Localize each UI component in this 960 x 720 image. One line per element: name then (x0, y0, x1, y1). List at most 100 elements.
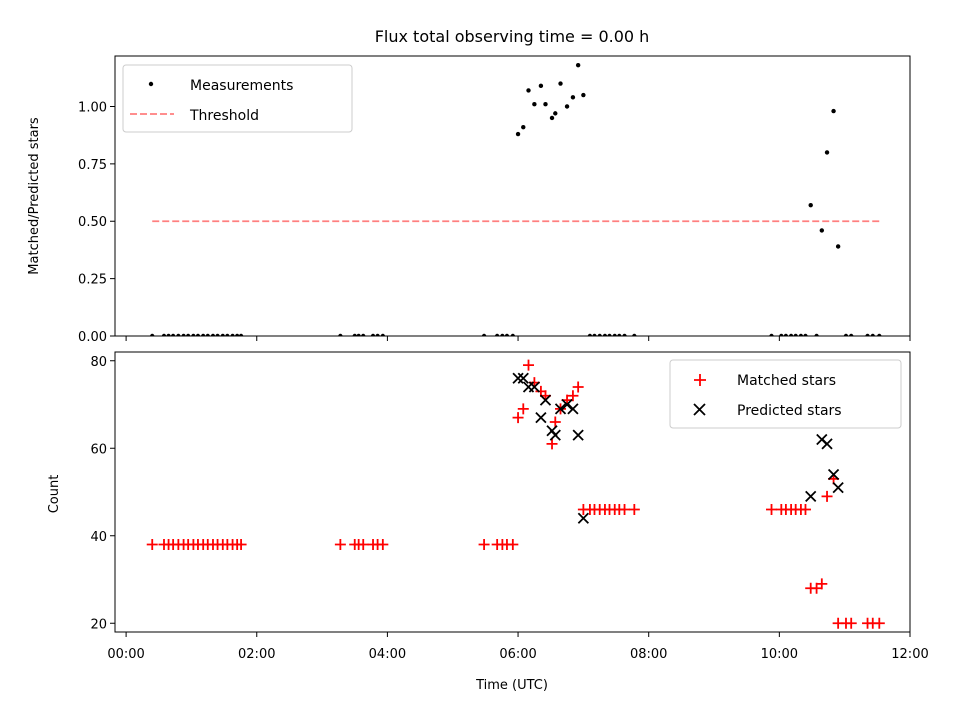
predicted-star-point (512, 372, 524, 384)
matched-star-point (799, 504, 811, 515)
count-plot-marks (146, 359, 885, 629)
measurement-point (870, 333, 875, 336)
measurement-point (783, 333, 789, 336)
measurement-point (230, 333, 235, 336)
predicted-star-point (549, 429, 561, 441)
measurement-point (538, 83, 544, 89)
measurement-point (814, 333, 819, 336)
y-tick-label: 60 (90, 442, 107, 457)
measurement-point (521, 124, 526, 130)
measurement-point (161, 333, 167, 336)
y-tick-label: 20 (90, 617, 107, 632)
measurement-point (504, 333, 510, 336)
matched-star-point (567, 390, 579, 402)
measurement-point (803, 333, 808, 336)
x-tick-label: 06:00 (499, 647, 536, 662)
matched-star-point (523, 359, 535, 371)
measurement-point (602, 333, 608, 336)
measurement-point (510, 333, 516, 336)
measurement-point (532, 101, 537, 107)
matched-star-point (766, 504, 778, 515)
predicted-star-point (517, 372, 529, 384)
measurement-point (195, 333, 201, 336)
measurement-point (831, 108, 836, 114)
measurement-point (338, 333, 343, 336)
measurement-point (191, 333, 196, 336)
ratio-legend-box (122, 64, 353, 133)
matched-stars-legend-label: Matched stars (737, 373, 836, 389)
measurement-point (210, 333, 216, 336)
matched-star-point (517, 403, 529, 415)
measurements-legend-marker (148, 81, 154, 87)
matched-star-point (619, 504, 631, 515)
matched-star-point (816, 578, 828, 590)
measurement-point (819, 228, 825, 233)
measurement-point (793, 333, 798, 336)
measurement-point (808, 202, 813, 208)
measurement-point (788, 333, 794, 336)
measurement-point (205, 333, 210, 336)
measurement-point (824, 150, 830, 155)
matched-star-point (873, 617, 885, 629)
x-tick-label: 02:00 (238, 647, 275, 662)
measurement-point (166, 333, 171, 336)
matched-star-point (478, 539, 490, 550)
predicted-stars-legend-label: Predicted stars (737, 403, 842, 419)
y-tick-label: 0.75 (78, 158, 107, 173)
matched-star-point (357, 539, 369, 550)
measurement-point (549, 115, 555, 121)
matched-star-point (628, 504, 640, 515)
measurement-point (526, 88, 531, 93)
measurement-point (238, 333, 244, 336)
measurement-point (607, 333, 612, 336)
count-plot-frame (114, 351, 911, 633)
matched-star-point (549, 416, 561, 428)
y-tick-label: 0.50 (78, 215, 107, 230)
measurement-point (612, 333, 617, 336)
predicted-star-point (561, 398, 573, 411)
count-legend-box (669, 359, 902, 429)
measurement-point (515, 131, 521, 137)
predicted-star-point (805, 490, 817, 503)
measurement-point (220, 333, 225, 336)
predicted-star-point (821, 438, 833, 450)
measurement-point (622, 333, 627, 336)
count-panel: Count Time (UTC) 20 40 60 80 00:00 02:00 04:00… (47, 351, 929, 693)
y-axis-label-count: Count (47, 475, 62, 514)
measurement-point (877, 333, 882, 336)
measurement-point (150, 333, 155, 336)
measurement-point (543, 101, 548, 107)
measurement-point (375, 333, 380, 336)
measurement-point (592, 333, 597, 336)
predicted-star-point (567, 403, 579, 415)
plot-area (146, 359, 885, 629)
count-legend: Matched stars Predicted stars (669, 359, 902, 429)
measurement-point (176, 333, 181, 336)
ratio-legend: Measurements Threshold (122, 64, 353, 133)
measurement-point (352, 333, 357, 336)
measurement-point (570, 95, 576, 100)
x-tick-label: 08:00 (630, 647, 667, 662)
count-axes: 20 40 60 80 00:00 02:00 04:00 06:00 08:00 10:00 12… (90, 355, 928, 662)
measurement-point (779, 333, 784, 336)
measurement-point (597, 333, 602, 336)
matched-stars-legend-marker (694, 374, 706, 386)
predicted-star-point (535, 411, 547, 424)
measurement-point (558, 81, 563, 86)
measurement-point (865, 333, 870, 336)
measurement-point (170, 333, 176, 336)
measurement-point (553, 111, 558, 116)
y-axis-label-ratio: Matched/Predicted stars (27, 117, 42, 275)
measurement-point (798, 333, 804, 336)
matched-star-point (146, 539, 158, 550)
predicted-star-point (827, 468, 840, 481)
predicted-star-point (832, 481, 844, 494)
x-tick-label: 12:00 (891, 647, 928, 662)
measurement-point (632, 333, 637, 336)
ratio-panel: Flux total observing time = 0.00 h Match… (27, 27, 911, 345)
measurement-point (380, 333, 386, 336)
matched-star-point (572, 381, 584, 393)
measurement-point (575, 62, 581, 68)
measurement-point (564, 104, 570, 109)
